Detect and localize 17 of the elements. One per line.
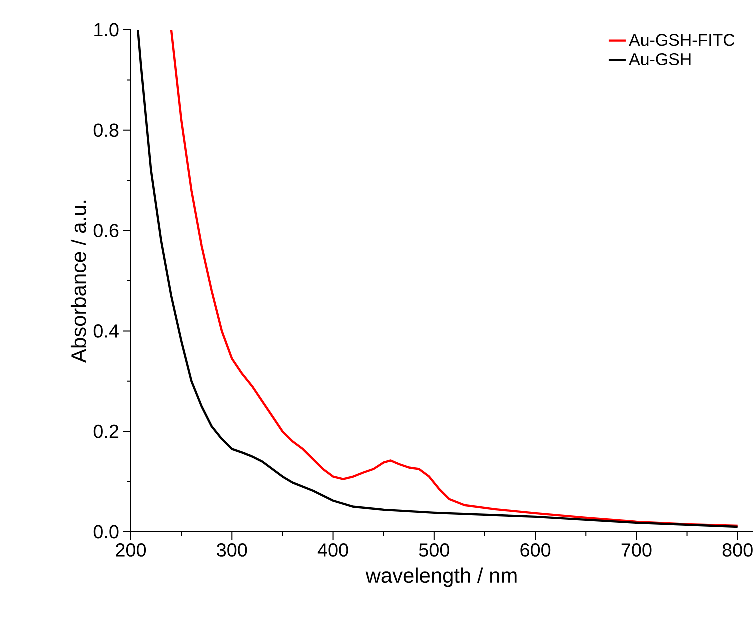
x-tick-label: 200 <box>116 544 146 557</box>
legend-label: Au-GSH <box>629 53 691 66</box>
y-axis-title: Absorbance / a.u. <box>70 200 86 363</box>
x-tick-label: 600 <box>520 544 551 557</box>
x-tick-label: 700 <box>622 544 652 557</box>
x-axis-title: wavelength / nm <box>366 568 517 588</box>
y-tick-label: 1.0 <box>94 23 119 37</box>
x-tick-label: 400 <box>318 544 348 557</box>
y-tick-label: 0.4 <box>94 324 119 338</box>
x-tick-label: 500 <box>419 544 450 557</box>
y-tick-label: 0.2 <box>94 424 119 438</box>
y-tick-label: 0.0 <box>94 525 119 539</box>
y-tick-label: 0.8 <box>94 124 119 138</box>
x-tick-label: 800 <box>722 544 753 557</box>
y-tick-label: 0.6 <box>94 224 119 238</box>
x-tick-label: 300 <box>217 544 248 557</box>
legend-label: Au-GSH-FITC <box>629 34 735 46</box>
